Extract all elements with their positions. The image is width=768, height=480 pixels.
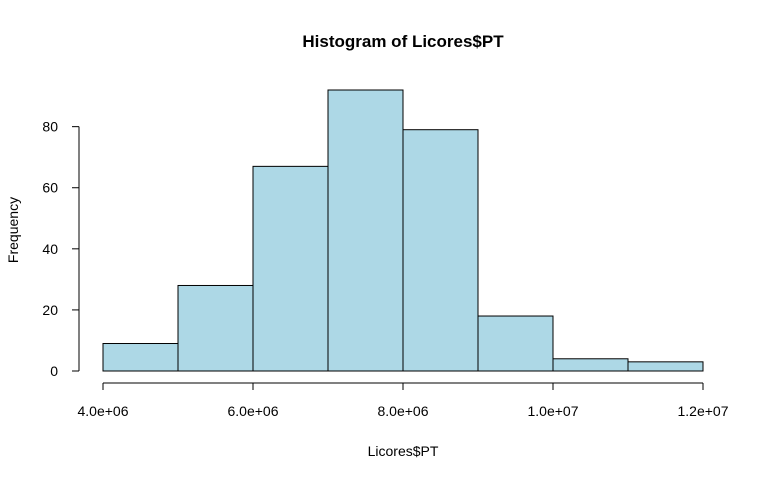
histogram-bar (402, 129, 479, 372)
y-axis-label: Frequency (5, 197, 21, 263)
x-tick-label: 4.0e+06 (78, 403, 129, 419)
histogram-bar (627, 361, 704, 372)
y-tick-label: 60 (42, 180, 58, 196)
y-tick-label: 20 (42, 302, 58, 318)
y-tick-label: 40 (42, 241, 58, 257)
y-tick-label: 0 (50, 363, 58, 379)
x-axis-label: Licores$PT (368, 443, 439, 459)
bars-group (102, 89, 704, 372)
x-tick-label: 1.2e+07 (678, 403, 729, 419)
x-tick-label: 1.0e+07 (528, 403, 579, 419)
y-tick-label: 80 (42, 119, 58, 135)
y-axis: 0 20 40 60 80 (42, 119, 80, 379)
histogram-bar (177, 284, 254, 372)
histogram-bar (552, 358, 629, 372)
x-tick-label: 6.0e+06 (228, 403, 279, 419)
histogram-bar (327, 89, 404, 372)
chart-title: Histogram of Licores$PT (302, 32, 504, 51)
x-axis: 4.0e+06 6.0e+06 8.0e+06 1.0e+07 1.2e+07 (78, 382, 729, 419)
histogram-bar (252, 165, 329, 372)
x-tick-label: 8.0e+06 (378, 403, 429, 419)
histogram-bar (477, 315, 554, 372)
histogram-bar (102, 343, 179, 372)
